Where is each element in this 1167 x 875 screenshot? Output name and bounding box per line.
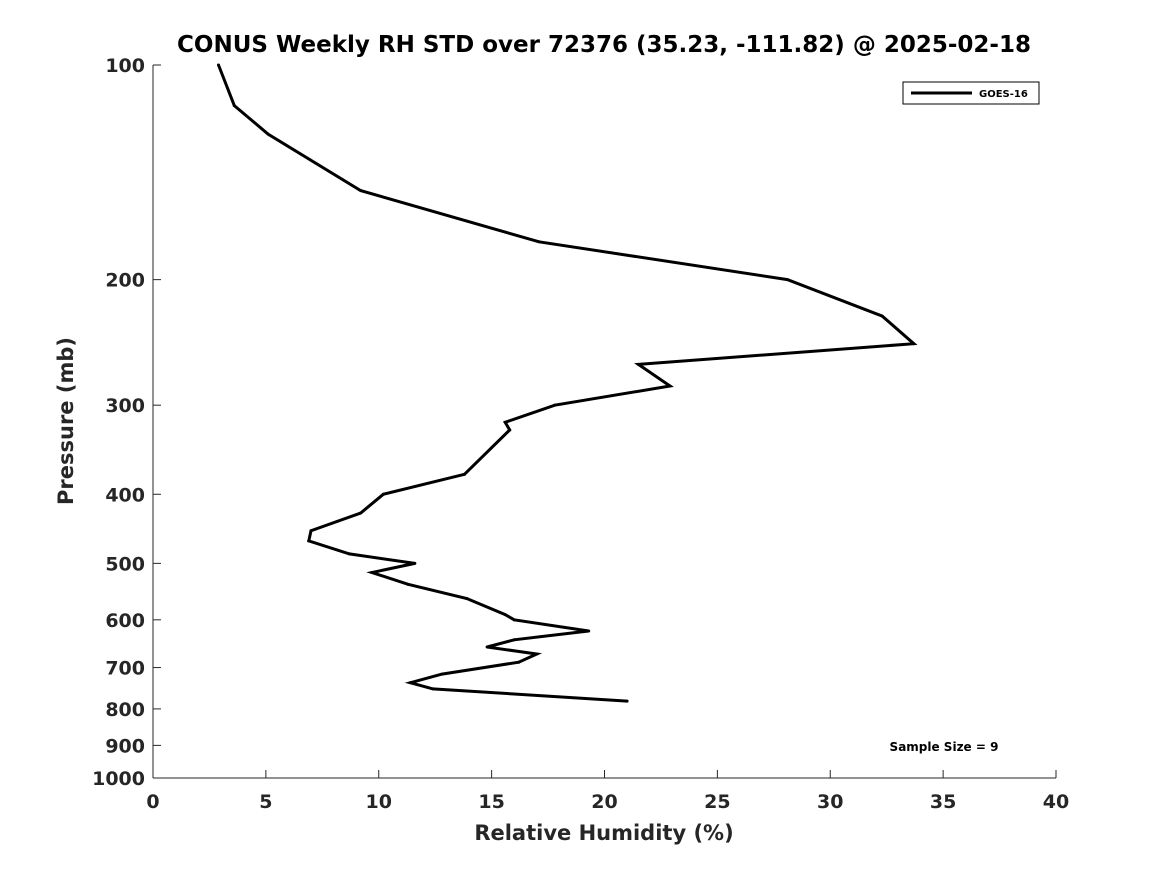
x-tick-label: 5 <box>259 791 272 813</box>
data-point <box>503 613 507 617</box>
y-axis-ticks: 100 200 300 400 500 600 700 800 900 1000 <box>92 55 161 790</box>
x-tick-label: 30 <box>817 791 843 813</box>
data-point <box>307 539 311 543</box>
x-axis-ticks: 0 5 10 15 20 25 30 35 40 <box>146 770 1069 813</box>
sample-size-annotation: Sample Size = 9 <box>890 740 999 754</box>
y-tick-label: 200 <box>105 270 145 292</box>
x-tick-label: 35 <box>930 791 956 813</box>
data-point <box>406 582 410 586</box>
y-tick-label: 500 <box>105 553 145 575</box>
chart-title: CONUS Weekly RH STD over 72376 (35.23, -… <box>177 32 1031 58</box>
data-point <box>463 472 467 476</box>
data-point <box>503 420 507 424</box>
data-point <box>381 492 385 496</box>
x-tick-label: 40 <box>1043 791 1069 813</box>
x-axis-label: Relative Humidity (%) <box>474 821 733 845</box>
data-point <box>587 629 591 633</box>
data-point <box>431 687 435 691</box>
y-tick-label: 400 <box>105 484 145 506</box>
y-tick-label: 600 <box>105 610 145 632</box>
data-point <box>553 403 557 407</box>
data-point <box>512 618 516 622</box>
data-point <box>485 645 489 649</box>
data-point <box>668 384 672 388</box>
x-tick-label: 10 <box>366 791 392 813</box>
x-tick-label: 15 <box>478 791 504 813</box>
data-point <box>912 342 916 346</box>
x-tick-label: 0 <box>146 791 159 813</box>
legend: GOES-16 <box>902 81 1040 105</box>
data-point <box>512 638 516 642</box>
data-point <box>413 561 417 565</box>
plot-area <box>153 65 1056 778</box>
x-tick-label: 25 <box>704 791 730 813</box>
data-point <box>440 672 444 676</box>
data-point <box>347 552 351 556</box>
data-point <box>309 529 313 533</box>
data-point <box>880 314 884 318</box>
data-point <box>508 428 512 432</box>
data-point <box>266 132 270 136</box>
y-tick-label: 900 <box>105 735 145 757</box>
data-point <box>636 362 640 366</box>
y-tick-label: 700 <box>105 658 145 680</box>
data-point <box>537 240 541 244</box>
data-point <box>535 652 539 656</box>
data-point <box>370 571 374 575</box>
data-point <box>408 681 412 685</box>
y-tick-label: 100 <box>105 55 145 77</box>
x-tick-label: 20 <box>591 791 617 813</box>
series-layer <box>216 63 918 703</box>
y-tick-label: 1000 <box>92 768 145 790</box>
data-point <box>465 596 469 600</box>
y-tick-label: 800 <box>105 699 145 721</box>
series-line-goes-16 <box>217 64 918 703</box>
data-point <box>216 63 220 67</box>
data-point <box>359 189 363 193</box>
data-point <box>517 660 521 664</box>
legend-label: GOES-16 <box>979 89 1028 100</box>
y-axis-label: Pressure (mb) <box>54 337 78 505</box>
data-point <box>785 278 789 282</box>
data-point <box>625 699 629 703</box>
data-point <box>359 511 363 515</box>
data-point <box>232 104 236 108</box>
y-tick-label: 300 <box>105 395 145 417</box>
